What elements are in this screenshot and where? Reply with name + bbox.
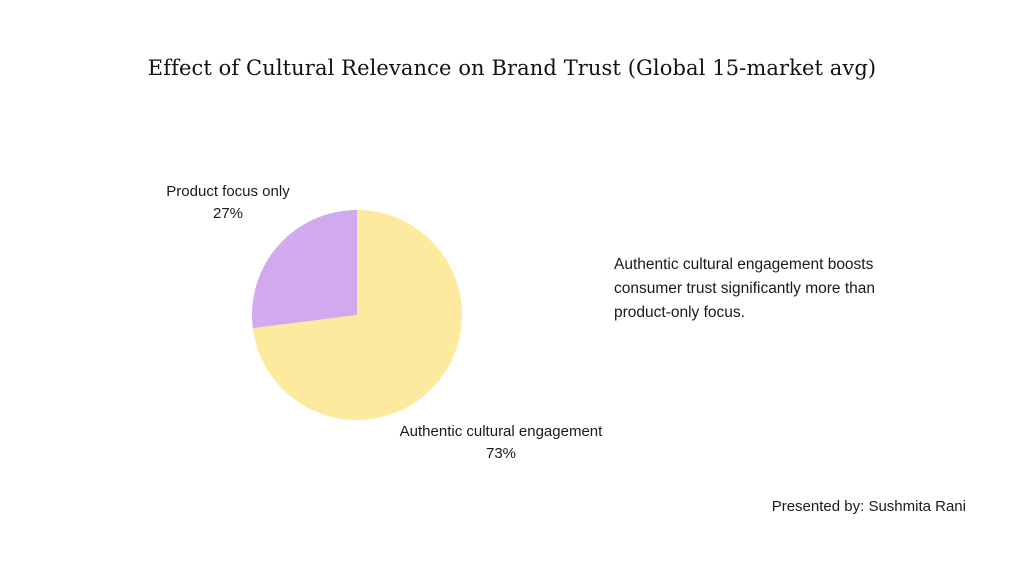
insight-text: Authentic cultural engagement boosts con… xyxy=(614,256,876,321)
chart-title: Effect of Cultural Relevance on Brand Tr… xyxy=(147,56,877,80)
slice-label-name: Product focus only xyxy=(166,183,290,200)
presenter-credit: Presented by: Sushmita Rani xyxy=(771,498,966,515)
slice-label-percent: 73% xyxy=(485,445,517,462)
pie-slice-product-focus-only xyxy=(252,210,357,329)
slice-label-name: Authentic cultural engagement xyxy=(399,423,603,440)
slice-label-percent: 27% xyxy=(212,205,244,222)
slice-label-product-focus: Product focus only 27% xyxy=(152,181,304,225)
slice-label-authentic-engagement: Authentic cultural engagement 73% xyxy=(381,421,621,465)
pie-slice-authentic-cultural-engagement xyxy=(252,210,463,421)
